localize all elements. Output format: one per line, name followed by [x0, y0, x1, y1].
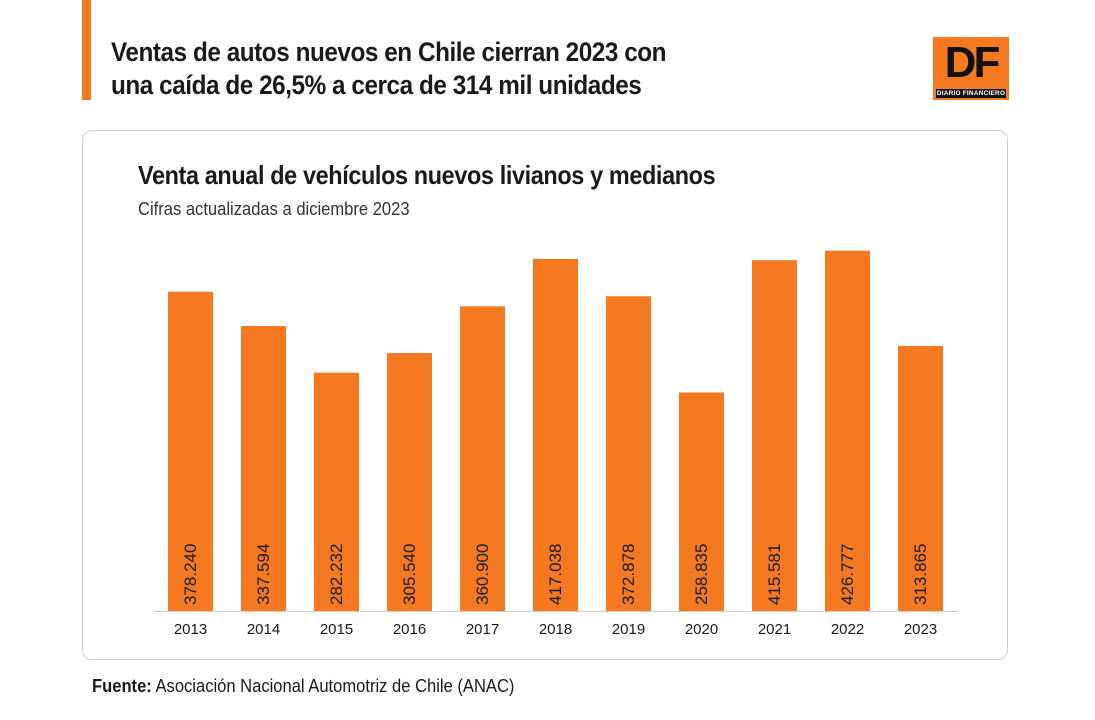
logo-subtitle: DIARIO FINANCIERO [936, 89, 1006, 98]
x-tick-2023: 2023 [904, 621, 937, 638]
source-note: Fuente: Asociación Nacional Automotriz d… [92, 676, 514, 697]
x-tick-2018: 2018 [539, 621, 572, 638]
x-tick-2021: 2021 [758, 621, 791, 638]
bar-2016 [387, 353, 432, 611]
x-tick-2020: 2020 [685, 621, 718, 638]
logo-letters: DF [944, 38, 1001, 87]
data-label-2014: 337.594 [254, 544, 273, 605]
bar-2019 [606, 296, 651, 611]
bar-2014 [241, 326, 286, 611]
chart-title: Venta anual de vehículos nuevos livianos… [138, 160, 716, 190]
bar-2013 [168, 291, 213, 611]
data-label-2016: 305.540 [400, 544, 419, 605]
bar-2017 [460, 306, 505, 611]
bar-2018 [533, 258, 578, 611]
bar-2015 [314, 372, 359, 611]
x-tick-2017: 2017 [466, 621, 499, 638]
source-label: Fuente: [92, 676, 152, 696]
data-label-2017: 360.900 [473, 544, 492, 605]
bar-2020 [679, 392, 724, 611]
bar-2022 [825, 250, 870, 611]
source-text: Asociación Nacional Automotriz de Chile … [155, 676, 515, 696]
data-label-2019: 372.878 [619, 544, 638, 605]
df-logo: DF DIARIO FINANCIERO [933, 37, 1009, 100]
accent-bar [82, 0, 91, 100]
bar-2023 [898, 346, 943, 611]
page-headline: Ventas de autos nuevos en Chile cierran … [111, 37, 667, 100]
x-tick-2022: 2022 [831, 621, 864, 638]
data-label-2023: 313.865 [911, 544, 930, 605]
chart-subtitle: Cifras actualizadas a diciembre 2023 [138, 199, 410, 219]
x-tick-2019: 2019 [612, 621, 645, 638]
x-tick-2014: 2014 [247, 621, 280, 638]
data-label-2018: 417.038 [546, 544, 565, 605]
data-label-2022: 426.777 [838, 544, 857, 605]
bar-2021 [752, 260, 797, 611]
data-label-2013: 378.240 [181, 544, 200, 605]
x-tick-2016: 2016 [393, 621, 426, 638]
x-tick-2013: 2013 [174, 621, 207, 638]
data-label-2020: 258.835 [692, 544, 711, 605]
data-label-2021: 415.581 [765, 544, 784, 605]
data-label-2015: 282.232 [327, 544, 346, 605]
x-tick-2015: 2015 [320, 621, 353, 638]
